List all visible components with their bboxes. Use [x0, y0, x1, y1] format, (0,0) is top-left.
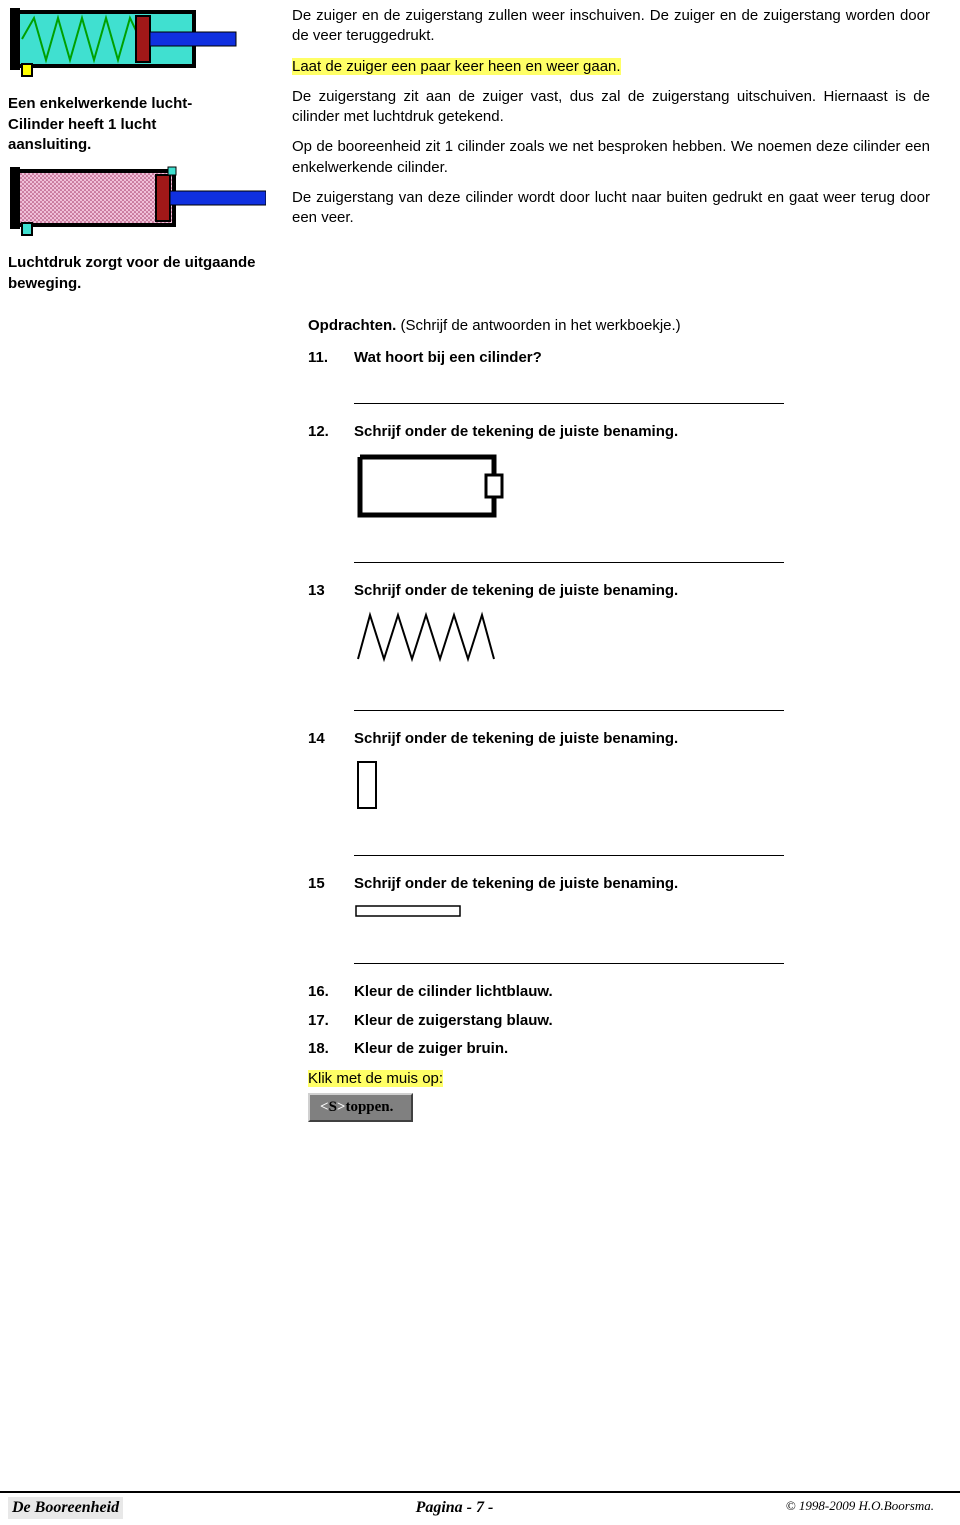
rod-symbol-icon — [354, 902, 464, 922]
q18-row: 18. Kleur de zuiger bruin. — [308, 1039, 930, 1059]
q18-num: 18. — [308, 1039, 354, 1059]
stoppen-bracket-open: < — [320, 1099, 329, 1115]
q15-text: Schrijf onder de tekening de juiste bena… — [354, 875, 678, 892]
caption-1: Een enkelwerkende lucht- Cilinder heeft … — [8, 94, 266, 155]
cylinder-symbol-icon — [354, 451, 504, 521]
q16-text: Kleur de cilinder lichtblauw. — [354, 982, 930, 1002]
q13-answer-line[interactable] — [354, 691, 784, 711]
cylinder-pressure-diagram — [8, 165, 266, 237]
q13-num: 13 — [308, 581, 354, 712]
q13-body: Schrijf onder de tekening de juiste bena… — [354, 581, 930, 712]
caption-1a: Een enkelwerkende lucht- — [8, 95, 192, 112]
stoppen-button[interactable]: <S>toppen. — [308, 1093, 413, 1121]
q13-text: Schrijf onder de tekening de juiste bena… — [354, 582, 678, 599]
q15-row: 15 Schrijf onder de tekening de juiste b… — [308, 874, 930, 965]
caption-1c: aansluiting. — [8, 136, 91, 153]
page-content: Een enkelwerkende lucht- Cilinder heeft … — [0, 0, 960, 1122]
caption-1b: Cilinder heeft 1 lucht — [8, 116, 156, 133]
q12-num: 12. — [308, 422, 354, 563]
q11-text: Wat hoort bij een cilinder? — [354, 349, 542, 366]
left-column: Een enkelwerkende lucht- Cilinder heeft … — [8, 6, 266, 304]
q12-diagram — [354, 451, 930, 527]
q14-answer-line[interactable] — [354, 836, 784, 856]
para-4: Op de booreenheid zit 1 cilinder zoals w… — [292, 137, 930, 178]
footer-left: De Booreenheid — [8, 1497, 123, 1519]
para-5: De zuigerstang van deze cilinder wordt d… — [292, 188, 930, 229]
para-2-hl: Laat de zuiger een paar keer heen en wee… — [292, 58, 621, 75]
para-1: De zuiger en de zuigerstang zullen weer … — [292, 6, 930, 47]
opdrachten-lead: Opdrachten. (Schrijf de antwoorden in he… — [308, 316, 930, 336]
q14-diagram — [354, 758, 930, 820]
klik-line: Klik met de muis op: — [308, 1069, 930, 1089]
q12-body: Schrijf onder de tekening de juiste bena… — [354, 422, 930, 563]
assignments-block: Opdrachten. (Schrijf de antwoorden in he… — [308, 316, 930, 1122]
right-column: De zuiger en de zuigerstang zullen weer … — [292, 6, 930, 304]
opdrachten-rest: (Schrijf de antwoorden in het werkboekje… — [396, 317, 680, 334]
q12-answer-line[interactable] — [354, 543, 784, 563]
klik-text: Klik met de muis op: — [308, 1070, 443, 1087]
q13-diagram — [354, 609, 930, 675]
caption-2a: Luchtdruk zorgt voor de uitgaande — [8, 254, 256, 271]
q12-row: 12. Schrijf onder de tekening de juiste … — [308, 422, 930, 563]
q15-answer-line[interactable] — [354, 944, 784, 964]
q11-body: Wat hoort bij een cilinder? — [354, 348, 930, 404]
q17-text: Kleur de zuigerstang blauw. — [354, 1011, 930, 1031]
q13-row: 13 Schrijf onder de tekening de juiste b… — [308, 581, 930, 712]
q18-text: Kleur de zuiger bruin. — [354, 1039, 930, 1059]
q15-diagram — [354, 902, 930, 928]
q17-num: 17. — [308, 1011, 354, 1031]
q15-num: 15 — [308, 874, 354, 965]
q14-num: 14 — [308, 729, 354, 856]
q11-row: 11. Wat hoort bij een cilinder? — [308, 348, 930, 404]
caption-2: Luchtdruk zorgt voor de uitgaande bewegi… — [8, 253, 266, 294]
spring-symbol-icon — [354, 609, 504, 669]
q16-num: 16. — [308, 982, 354, 1002]
piston-symbol-icon — [354, 758, 384, 814]
footer-right: © 1998-2009 H.O.Boorsma. — [786, 1497, 934, 1519]
cylinder-spring-diagram — [8, 6, 238, 78]
para-2: Laat de zuiger een paar keer heen en wee… — [292, 57, 930, 77]
q11-answer-line[interactable] — [354, 384, 784, 404]
q15-body: Schrijf onder de tekening de juiste bena… — [354, 874, 930, 965]
q14-text: Schrijf onder de tekening de juiste bena… — [354, 730, 678, 747]
page-footer: De Booreenheid Pagina - 7 - © 1998-2009 … — [0, 1491, 960, 1525]
para-3: De zuigerstang zit aan de zuiger vast, d… — [292, 87, 930, 128]
opdrachten-bold: Opdrachten. — [308, 317, 396, 334]
q16-row: 16. Kleur de cilinder lichtblauw. — [308, 982, 930, 1002]
q17-row: 17. Kleur de zuigerstang blauw. — [308, 1011, 930, 1031]
stoppen-label: toppen. — [345, 1099, 393, 1115]
caption-2b: beweging. — [8, 275, 81, 292]
q11-num: 11. — [308, 348, 354, 404]
q14-row: 14 Schrijf onder de tekening de juiste b… — [308, 729, 930, 856]
two-column-layout: Een enkelwerkende lucht- Cilinder heeft … — [8, 6, 930, 304]
footer-center: Pagina - 7 - — [416, 1497, 494, 1519]
q12-text: Schrijf onder de tekening de juiste bena… — [354, 423, 678, 440]
q14-body: Schrijf onder de tekening de juiste bena… — [354, 729, 930, 856]
